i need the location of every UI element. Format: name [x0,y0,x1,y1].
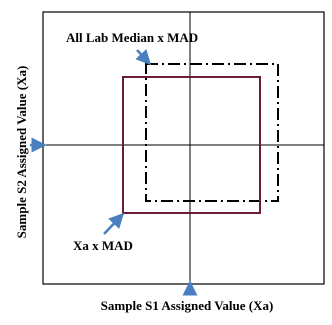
all-lab-median-box [145,63,279,202]
x-axis-label: Sample S1 Assigned Value (Xa) [101,298,274,313]
all-lab-median-label: All Lab Median x MAD [66,30,198,45]
arrow-to-all-lab-box [135,49,152,66]
xa-mad-label: Xa x MAD [73,238,133,253]
xa-mad-box [122,76,261,214]
arrow-to-xa-box [103,212,125,235]
y-axis-label: Sample S2 Assigned Value (Xa) [14,66,29,239]
